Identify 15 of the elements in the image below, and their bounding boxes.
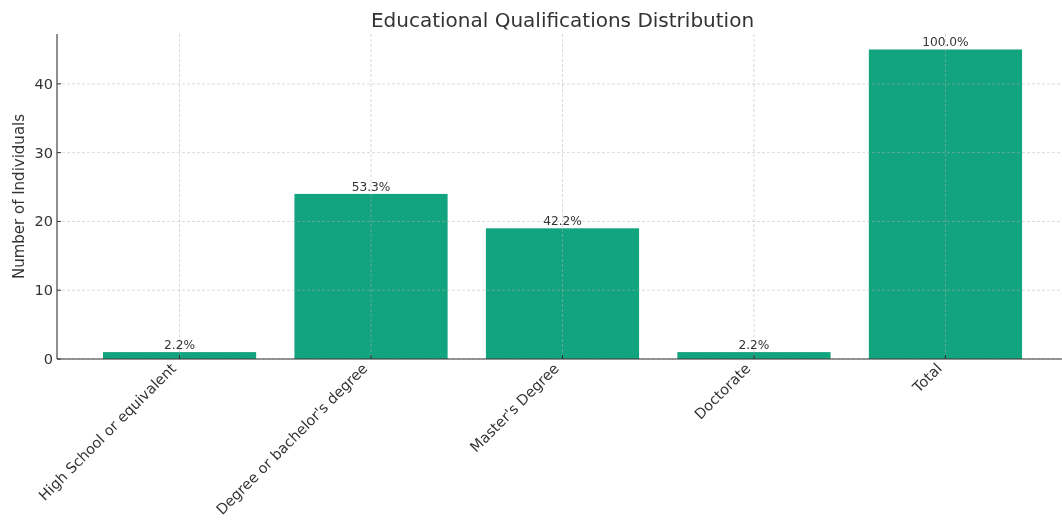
bar — [294, 193, 448, 359]
annotation: 100.0% — [922, 35, 969, 50]
y-tick-label: 10 — [34, 282, 53, 299]
annotation: 2.2% — [164, 338, 196, 353]
y-tick-label: 40 — [34, 75, 53, 92]
y-tick-label: 20 — [34, 213, 53, 230]
annotation: 2.2% — [738, 338, 770, 353]
annotation: 42.2% — [543, 214, 582, 229]
chart-title: Educational Qualifications Distribution — [370, 8, 755, 32]
y-axis-title: Number of Individuals — [10, 113, 28, 280]
bar — [485, 228, 640, 359]
y-tick-label: 30 — [34, 144, 53, 161]
annotation: 53.3% — [351, 179, 391, 194]
y-tick-label: 0 — [43, 351, 53, 367]
bar — [868, 49, 1023, 359]
